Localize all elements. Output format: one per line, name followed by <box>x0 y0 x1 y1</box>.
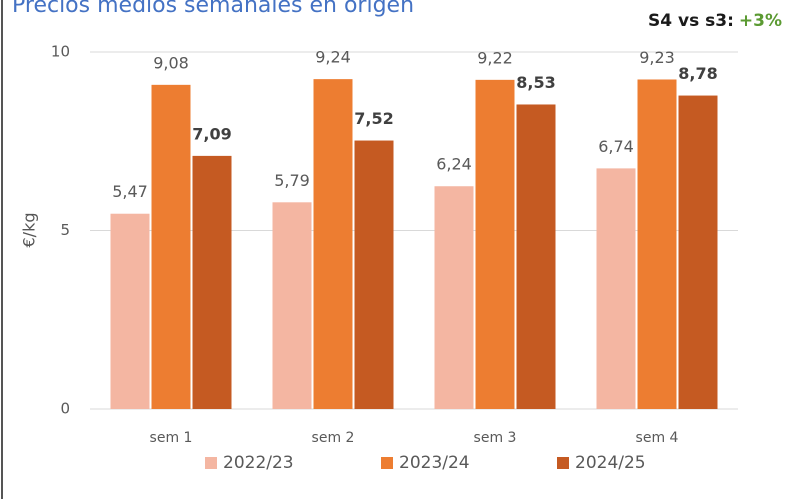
data-label: 6,24 <box>436 155 472 174</box>
data-label: 7,09 <box>192 124 231 143</box>
bar <box>434 186 474 409</box>
data-label: 5,47 <box>112 182 148 201</box>
y-axis-label: €/kg <box>20 213 39 248</box>
bar <box>596 168 636 409</box>
data-label: 6,74 <box>598 137 634 156</box>
x-tick-label: sem 3 <box>474 430 517 446</box>
data-label: 9,23 <box>639 48 675 67</box>
x-tick-label: sem 2 <box>312 430 355 446</box>
data-label: 8,53 <box>516 73 555 92</box>
legend-swatch <box>381 457 393 469</box>
y-tick-label: 10 <box>51 43 70 61</box>
bar <box>354 140 394 409</box>
legend-label: 2024/25 <box>575 453 646 473</box>
bar <box>272 202 312 409</box>
data-label: 9,08 <box>153 53 189 72</box>
data-label: 8,78 <box>678 64 717 83</box>
x-tick-label: sem 4 <box>636 430 679 446</box>
legend-label: 2023/24 <box>399 453 470 473</box>
data-label: 5,79 <box>274 171 310 190</box>
data-label: 7,52 <box>354 109 393 128</box>
y-tick-label: 0 <box>60 400 70 418</box>
bar <box>110 213 150 409</box>
bar <box>678 95 718 409</box>
legend-swatch <box>557 457 569 469</box>
annotation: +3% <box>739 11 782 31</box>
bar <box>151 84 191 410</box>
bar <box>516 104 556 409</box>
chart-title: Precios medios semanales en origen <box>12 0 414 18</box>
legend-label: 2022/23 <box>223 453 294 473</box>
x-tick-label: sem 1 <box>150 430 193 446</box>
legend-swatch <box>205 457 217 469</box>
bar <box>192 155 232 409</box>
data-label: 9,24 <box>315 48 351 67</box>
bar <box>475 79 515 409</box>
bar <box>637 79 677 409</box>
y-tick-label: 5 <box>60 221 70 239</box>
annotation: S4 vs s3: <box>648 11 734 31</box>
bar <box>313 79 353 409</box>
data-label: 9,22 <box>477 48 513 67</box>
